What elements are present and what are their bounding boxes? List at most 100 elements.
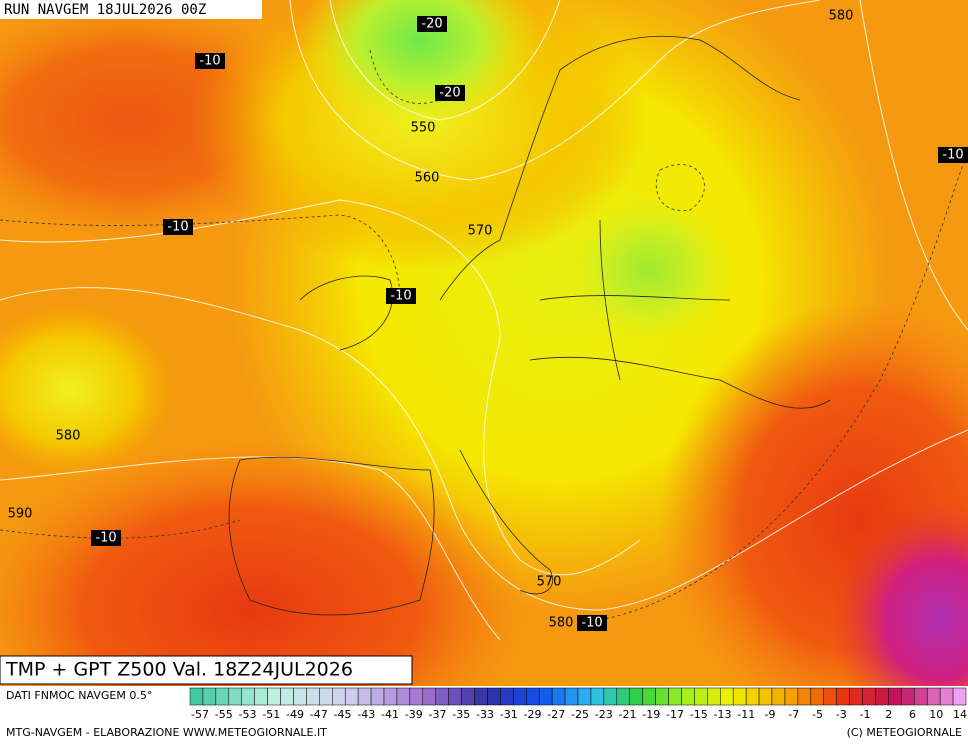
- scale-swatch: [202, 687, 217, 706]
- scale-label: -39: [405, 708, 423, 721]
- scale-swatch: [461, 687, 475, 706]
- scale-swatch: [332, 687, 346, 706]
- scale-swatch: [784, 687, 799, 706]
- label-box: [91, 530, 121, 546]
- scale-swatch: [758, 687, 773, 706]
- scale-swatch: [344, 687, 359, 706]
- scale-label: -3: [836, 708, 847, 721]
- scale-label: -29: [524, 708, 542, 721]
- scale-label: -43: [357, 708, 375, 721]
- scale-swatch: [306, 687, 320, 706]
- scale-label: -13: [714, 708, 732, 721]
- scale-swatch: [189, 687, 204, 706]
- scale-swatch: [577, 687, 592, 706]
- scale-swatch: [797, 687, 812, 706]
- scale-label: -25: [571, 708, 589, 721]
- contour-label: -20: [439, 86, 460, 101]
- contour-label: 580: [549, 616, 574, 631]
- scale-swatch: [926, 687, 941, 706]
- title-box: [0, 655, 413, 685]
- label-box: [417, 16, 447, 32]
- scale-swatch: [487, 687, 501, 706]
- scale-swatch: [409, 687, 424, 706]
- contour-label: -10: [95, 531, 116, 546]
- scale-label: -31: [500, 708, 518, 721]
- scale-swatch: [500, 687, 514, 706]
- scale-swatch: [280, 687, 294, 706]
- scale-swatch: [875, 687, 889, 706]
- scale-label: -27: [547, 708, 565, 721]
- scale-label: -7: [788, 708, 799, 721]
- scale-swatch: [629, 687, 643, 706]
- scale-label: -51: [262, 708, 280, 721]
- scale-label: -47: [310, 708, 328, 721]
- scale-swatch: [888, 687, 902, 706]
- scale-label: -21: [619, 708, 637, 721]
- scale-swatch: [241, 687, 255, 706]
- scale-swatch: [655, 687, 669, 706]
- scale-label: -1: [860, 708, 871, 721]
- contour-label: 590: [8, 507, 33, 522]
- credit-left: MTG-NAVGEM - ELABORAZIONE WWW.METEOGIORN…: [6, 726, 327, 739]
- scale-swatch: [642, 687, 656, 706]
- scale-label: -49: [286, 708, 304, 721]
- scale-label: -35: [452, 708, 470, 721]
- scale-swatch: [267, 687, 281, 706]
- scale-swatch: [745, 687, 760, 706]
- scale-label: -23: [595, 708, 613, 721]
- scale-swatch: [526, 687, 540, 706]
- scale-swatch: [513, 687, 527, 706]
- scale-label: -45: [334, 708, 352, 721]
- scale-label: -5: [812, 708, 823, 721]
- scale-swatch: [862, 687, 876, 706]
- contour-label: 570: [468, 224, 493, 239]
- contour-label: 560: [415, 171, 440, 186]
- scale-swatch: [952, 687, 967, 706]
- scale-swatch: [681, 687, 695, 706]
- scale-swatch: [319, 687, 333, 706]
- scale-swatch: [590, 687, 605, 706]
- scale-swatch: [810, 687, 824, 706]
- contour-label: 550: [411, 121, 436, 136]
- scale-label: -17: [666, 708, 684, 721]
- contour-label: -10: [942, 148, 963, 163]
- label-box: [163, 219, 193, 235]
- contour-label: 580: [829, 9, 854, 24]
- scale-swatch: [707, 687, 721, 706]
- scale-label: -9: [765, 708, 776, 721]
- scale-swatch: [474, 687, 488, 706]
- scale-swatch: [836, 687, 850, 706]
- scale-swatch: [720, 687, 734, 706]
- scale-swatch: [357, 687, 372, 706]
- credit-right: (C) METEOGIORNALE: [847, 726, 962, 739]
- scale-label: 14: [953, 708, 967, 721]
- scale-swatch: [538, 687, 553, 706]
- scale-swatch: [228, 687, 242, 706]
- scale-label: -55: [215, 708, 233, 721]
- run-info: RUN NAVGEM 18JUL2026 00Z: [4, 2, 206, 18]
- header-box: [0, 0, 262, 19]
- scale-swatch: [422, 687, 436, 706]
- color-scale: -57 -55 -53 -51 -49 -47 -45 -43 -41 -39 -37 -35 -33-…: [189, 687, 967, 721]
- map-title: TMP + GPT Z500 Val. 18Z24JUL2026: [5, 659, 353, 681]
- label-box: [938, 147, 968, 163]
- contour-label: -10: [581, 616, 602, 631]
- contour-label: -20: [421, 17, 442, 32]
- contour-label: -10: [390, 289, 411, 304]
- contour-label: -10: [167, 220, 188, 235]
- scale-swatch: [551, 687, 566, 706]
- scale-swatch: [215, 687, 230, 706]
- scale-label: -11: [737, 708, 755, 721]
- scale-swatch: [564, 687, 579, 706]
- scale-swatch: [732, 687, 747, 706]
- contour-label: 580: [56, 429, 81, 444]
- label-box: [386, 288, 416, 304]
- source: DATI FNMOC NAVGEM 0.5°: [6, 689, 152, 702]
- scale-swatch: [823, 687, 837, 706]
- scale-label: -33: [476, 708, 494, 721]
- scale-swatch: [448, 687, 462, 706]
- label-box: [435, 85, 465, 101]
